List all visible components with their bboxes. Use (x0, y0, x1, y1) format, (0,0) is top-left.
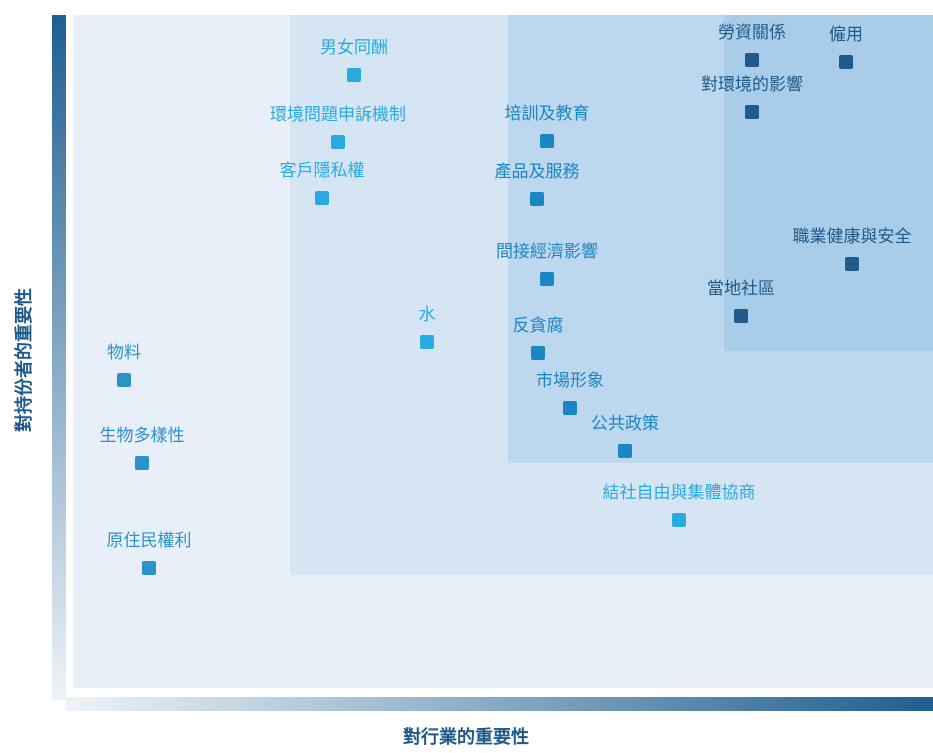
node-label: 結社自由與集體協商 (603, 483, 756, 503)
node-marker (745, 53, 759, 67)
zone-top (724, 15, 933, 351)
node-label: 產品及服務 (495, 162, 580, 182)
node-label: 客戶隱私權 (280, 161, 365, 181)
node-label: 男女同酬 (320, 38, 388, 58)
node-label: 當地社區 (707, 279, 775, 299)
node-label: 環境問題申訴機制 (270, 105, 406, 125)
node-marker (540, 272, 554, 286)
node-label: 物料 (107, 343, 141, 363)
node-marker (135, 456, 149, 470)
node-label: 反貪腐 (513, 315, 564, 336)
y-axis-bar (52, 15, 66, 700)
node-marker (618, 444, 632, 458)
node-label: 對環境的影響 (701, 75, 803, 95)
node-marker (142, 561, 156, 575)
node-marker (347, 68, 361, 82)
node-marker (563, 401, 577, 415)
node-marker (540, 134, 554, 148)
node-label: 市場形象 (536, 371, 604, 391)
node-label: 水 (419, 305, 436, 325)
node-marker (117, 373, 131, 387)
node-marker (734, 309, 748, 323)
node-marker (331, 135, 345, 149)
node-label: 生物多樣性 (100, 426, 185, 446)
node-label: 培訓及教育 (505, 104, 590, 124)
node-marker (530, 192, 544, 206)
node-marker (672, 513, 686, 527)
node-label: 僱用 (829, 25, 863, 45)
node-marker (839, 55, 853, 69)
node-label: 原住民權利 (107, 531, 192, 551)
node-marker (531, 346, 545, 360)
node-marker (315, 191, 329, 205)
node-marker (845, 257, 859, 271)
x-axis-label: 對行業的重要性 (403, 726, 529, 748)
node-label: 勞資關係 (718, 23, 786, 43)
node-marker (745, 105, 759, 119)
node-marker (420, 335, 434, 349)
node-label: 公共政策 (591, 414, 659, 434)
node-label: 職業健康與安全 (793, 227, 912, 247)
x-axis-bar (66, 697, 933, 711)
node-label: 間接經濟影響 (496, 242, 598, 262)
y-axis-label: 對持份者的重要性 (13, 288, 35, 432)
